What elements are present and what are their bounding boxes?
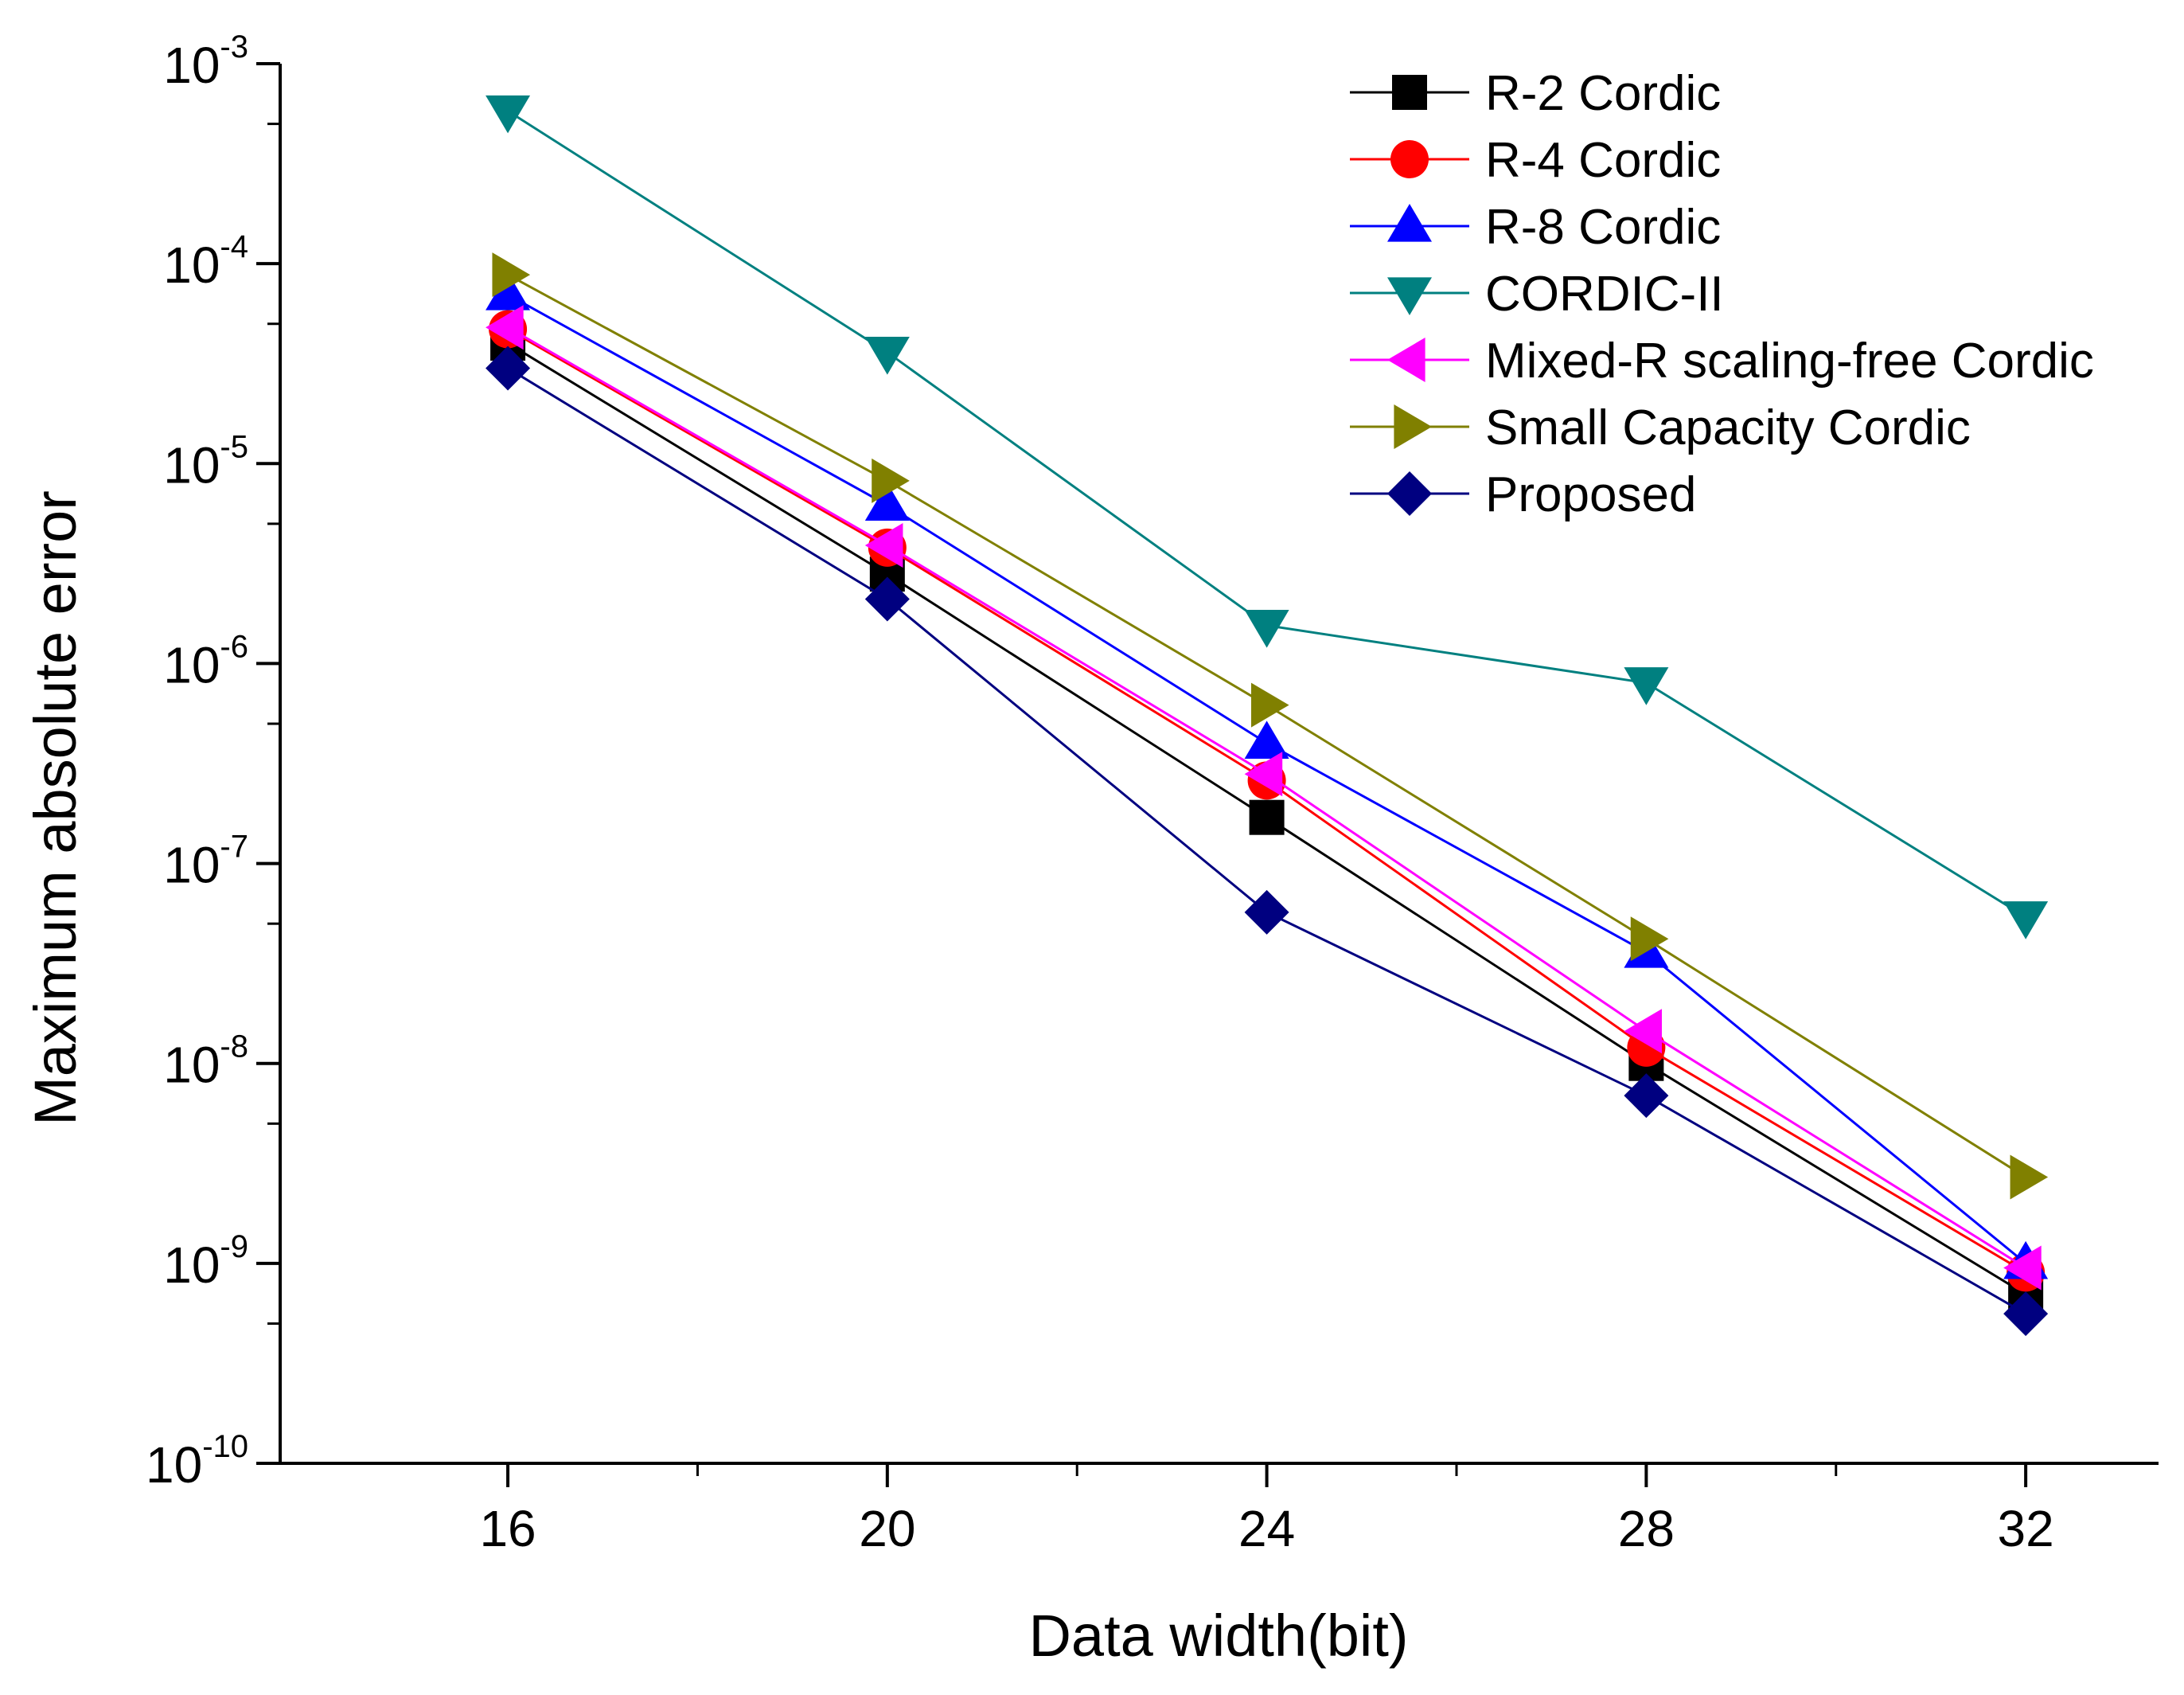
legend-entry-proposed: Proposed (1350, 467, 1696, 522)
data-point (872, 458, 910, 503)
data-point (1249, 799, 1285, 835)
y-tick-label: 10-7 (163, 830, 248, 894)
x-tick-label: 16 (479, 1500, 536, 1557)
data-point (1624, 1009, 1662, 1054)
legend-entry-r-8-cordic: R-8 Cordic (1350, 200, 1721, 255)
y-tick-label: 10-6 (163, 629, 248, 693)
data-point (864, 576, 910, 622)
y-tick-label: 10-8 (163, 1029, 248, 1094)
data-point (2010, 1154, 2049, 1200)
legend-marker (1387, 338, 1425, 382)
y-tick-label: 10-10 (146, 1429, 248, 1494)
data-point (486, 305, 524, 350)
x-axis-label: Data width(bit) (1028, 1603, 1408, 1669)
data-point (2003, 1245, 2042, 1291)
data-point (1250, 682, 1289, 728)
legend-entry-mixed-r-scaling-free-cordic: Mixed-R scaling-free Cordic (1350, 334, 2094, 389)
data-point (864, 336, 910, 375)
series-proposed (486, 346, 2049, 1337)
data-point (486, 346, 531, 391)
data-point (486, 272, 531, 310)
series-small-capacity-cordic (492, 252, 2049, 1200)
legend-label: CORDIC-II (1485, 267, 1724, 322)
data-point (486, 95, 531, 134)
data-point (1624, 1073, 1669, 1119)
legend-marker (1394, 404, 1432, 449)
legend-label: R-8 Cordic (1485, 200, 1721, 255)
legend-label: R-4 Cordic (1485, 133, 1721, 188)
data-point (492, 252, 531, 298)
legend-marker (1387, 277, 1432, 315)
legend-marker (1390, 140, 1429, 178)
y-tick-label: 10-3 (163, 29, 248, 94)
series-line (507, 367, 2026, 1315)
data-point (1244, 610, 1289, 648)
legend-label: Proposed (1485, 467, 1696, 522)
data-point (864, 482, 910, 521)
y-axis-label: Maximum absolute error (22, 490, 88, 1126)
x-tick-label: 24 (1238, 1500, 1295, 1557)
data-point (1244, 752, 1283, 797)
legend-marker (1387, 204, 1432, 242)
y-tick-label: 10-5 (163, 429, 248, 494)
data-point (2003, 1291, 2049, 1337)
legend-entry-cordic-ii: CORDIC-II (1350, 267, 1724, 322)
legend-marker (1387, 471, 1432, 516)
legend-entry-r-2-cordic: R-2 Cordic (1350, 66, 1721, 121)
legend-label: R-2 Cordic (1485, 66, 1721, 121)
legend-label: Mixed-R scaling-free Cordic (1485, 334, 2094, 389)
legend-entry-small-capacity-cordic: Small Capacity Cordic (1350, 400, 1971, 455)
legend-label: Small Capacity Cordic (1485, 400, 1971, 455)
data-point (1630, 916, 1669, 962)
data-point (1244, 889, 1289, 935)
series-r-2-cordic (490, 326, 2044, 1312)
legend-entry-r-4-cordic: R-4 Cordic (1350, 133, 1721, 188)
series-layer (486, 95, 2049, 1337)
legend: R-2 Cordic R-4 Cordic R-8 Cordic CORDIC-II M… (1350, 66, 2094, 522)
x-tick-label: 20 (859, 1500, 915, 1557)
legend-marker (1392, 75, 1427, 110)
x-tick-label: 28 (1618, 1500, 1675, 1557)
data-point (2003, 901, 2049, 939)
x-tick-label: 32 (1998, 1500, 2054, 1557)
y-tick-label: 10-4 (163, 229, 248, 294)
data-point (864, 522, 903, 568)
data-point (1624, 667, 1669, 705)
series-cordic-ii (486, 95, 2049, 939)
axes: 10-3 10-4 10-5 10-6 10-7 10-8 10-9 10-10 16 20 24 2… (146, 29, 2159, 1557)
series-mixed-r-scaling-free-cordic (486, 305, 2042, 1291)
y-tick-label: 10-9 (163, 1229, 248, 1294)
data-point (1244, 721, 1289, 759)
